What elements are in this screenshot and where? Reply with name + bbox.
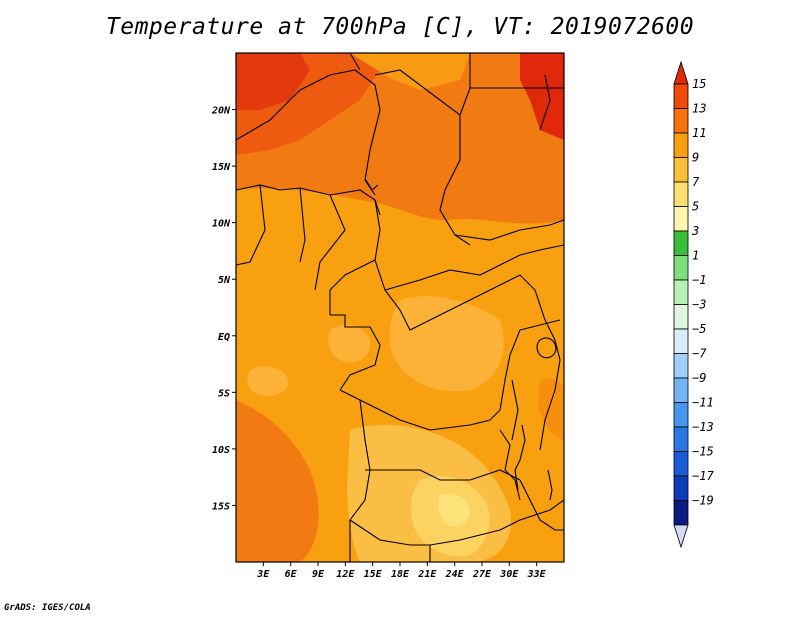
colorbar-swatch — [673, 230, 689, 256]
colorbar-label: −1 — [692, 273, 706, 287]
y-tick-label: 5N — [218, 275, 231, 286]
colorbar-swatch — [673, 328, 689, 354]
colorbar-label: −15 — [692, 445, 714, 459]
colorbar-swatch — [673, 108, 689, 134]
longitude-axis: 3E 6E 9E 12E 15E 18E 21E 24E 27E 30E 33E — [256, 562, 547, 580]
colorbar: 15 13 11 9 7 5 3 1 −1 −3 −5 −7 −9 −11 −13 −15 −17 −19 — [673, 60, 714, 549]
x-tick-label: 27E — [472, 569, 492, 580]
colorbar-label: −19 — [692, 494, 714, 508]
x-tick-label: 6E — [285, 569, 298, 580]
colorbar-swatch — [673, 83, 689, 109]
colorbar-swatch — [673, 206, 689, 232]
x-tick-label: 18E — [391, 569, 410, 580]
colorbar-label: −13 — [692, 420, 714, 434]
country-borders — [236, 53, 564, 562]
y-tick-label: 20N — [211, 106, 231, 117]
colorbar-swatch — [673, 475, 689, 501]
temperature-field — [236, 53, 564, 562]
colorbar-label: 3 — [691, 224, 699, 238]
y-tick-label: 5S — [218, 388, 230, 399]
x-tick-label: 9E — [312, 569, 325, 580]
colorbar-swatch — [673, 279, 689, 305]
grads-credit: GrADS: IGES/COLA — [4, 603, 91, 613]
y-tick-label: EQ — [218, 332, 230, 343]
colorbar-swatch — [673, 426, 689, 452]
map-title: Temperature at 700hPa [C], VT: 201907260… — [105, 14, 695, 40]
x-tick-label: 12E — [336, 569, 355, 580]
x-tick-label: 21E — [417, 569, 437, 580]
colorbar-swatch — [673, 402, 689, 428]
colorbar-label: 9 — [692, 151, 699, 165]
colorbar-swatch — [673, 500, 689, 526]
colorbar-swatch — [673, 304, 689, 330]
colorbar-label: −17 — [692, 469, 714, 483]
colorbar-swatch — [673, 255, 689, 281]
colorbar-label: 5 — [692, 200, 699, 214]
y-tick-label: 10S — [212, 445, 230, 456]
x-tick-label: 24E — [445, 569, 465, 580]
colorbar-label: 11 — [692, 126, 706, 140]
colorbar-swatch — [673, 451, 689, 477]
x-tick-label: 3E — [256, 569, 270, 580]
colorbar-label: −3 — [692, 298, 706, 312]
colorbar-label: 1 — [692, 249, 699, 263]
colorbar-label: −7 — [692, 347, 707, 361]
colorbar-label: −9 — [692, 371, 706, 385]
y-tick-label: 15N — [212, 162, 231, 173]
colorbar-swatch — [673, 181, 689, 207]
x-tick-label: 30E — [499, 569, 519, 580]
lakes — [365, 179, 557, 501]
colorbar-swatch — [673, 132, 689, 158]
colorbar-top-triangle — [673, 60, 689, 85]
y-tick-label: 10N — [212, 219, 231, 230]
colorbar-label: 7 — [692, 175, 700, 189]
colorbar-swatch — [673, 353, 689, 379]
colorbar-label: −11 — [692, 396, 714, 410]
colorbar-bottom-triangle — [673, 524, 689, 549]
x-tick-label: 15E — [364, 569, 383, 580]
y-tick-label: 15S — [212, 501, 230, 512]
colorbar-label: −5 — [692, 322, 706, 336]
colorbar-label: 13 — [692, 102, 706, 116]
colorbar-swatch — [673, 377, 689, 403]
colorbar-label: 15 — [692, 77, 706, 91]
latitude-axis: 20N 15N 10N 5N EQ 5S 10S 15S — [211, 106, 236, 512]
x-tick-label: 33E — [527, 569, 547, 580]
colorbar-swatch — [673, 157, 689, 183]
